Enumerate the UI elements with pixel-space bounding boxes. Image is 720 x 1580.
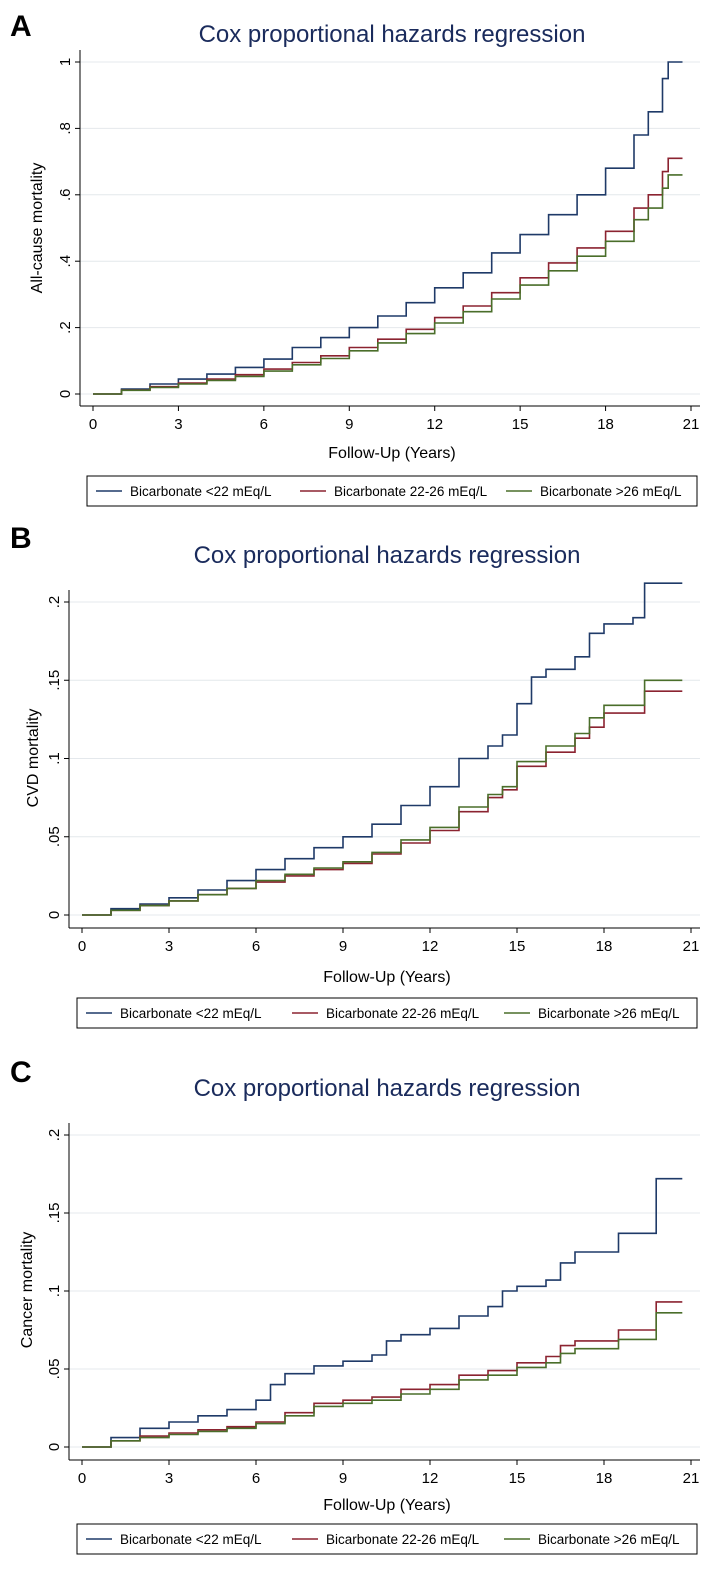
y-tick-label: .05	[46, 1359, 63, 1380]
x-tick-label: 9	[345, 416, 353, 433]
legend-label-lt22: Bicarbonate <22 mEq/L	[120, 1532, 262, 1547]
legend-label-gt26: Bicarbonate >26 mEq/L	[540, 484, 682, 499]
x-tick-label: 3	[165, 1470, 173, 1487]
y-tick-label: .1	[46, 1285, 63, 1298]
y-tick-label: .4	[57, 255, 74, 268]
chart-title: Cox proportional hazards regression	[194, 542, 581, 569]
x-tick-label: 6	[252, 1470, 260, 1487]
x-tick-label: 21	[683, 1470, 700, 1487]
series-line-mid	[82, 690, 683, 916]
x-tick-label: 0	[78, 938, 86, 955]
y-tick-label: 0	[46, 1443, 63, 1451]
y-tick-label: .05	[46, 826, 63, 847]
panel-a: A Cox proportional hazards regression Al…	[10, 10, 700, 507]
series-line-lt22	[93, 61, 683, 395]
y-tick-label: .8	[57, 122, 74, 135]
x-tick-label: 12	[426, 416, 443, 433]
x-tick-label: 9	[339, 1470, 347, 1487]
series-line-mid	[82, 1301, 683, 1448]
x-tick-label: 0	[78, 1470, 86, 1487]
x-tick-label: 18	[596, 938, 613, 955]
series-line-gt26	[82, 679, 683, 916]
legend-box	[86, 475, 698, 507]
legend-label-mid: Bicarbonate 22-26 mEq/L	[326, 1532, 480, 1547]
legend-label-lt22: Bicarbonate <22 mEq/L	[130, 484, 272, 499]
x-axis-label: Follow-Up (Years)	[323, 969, 450, 986]
x-tick-label: 0	[89, 416, 97, 433]
x-tick-label: 6	[260, 416, 268, 433]
legend-label-lt22: Bicarbonate <22 mEq/L	[120, 1006, 262, 1021]
y-tick-label: 0	[57, 390, 74, 398]
y-axis-label: CVD mortality	[25, 709, 42, 808]
x-tick-label: 18	[596, 1470, 613, 1487]
x-tick-label: 12	[422, 1470, 439, 1487]
x-tick-label: 18	[597, 416, 614, 433]
x-tick-label: 3	[174, 416, 182, 433]
y-axis-label: All-cause mortality	[29, 163, 46, 294]
y-tick-label: 0	[46, 911, 63, 919]
series-line-lt22	[82, 582, 683, 916]
x-tick-label: 3	[165, 938, 173, 955]
chart-title: Cox proportional hazards regression	[194, 1075, 581, 1102]
x-tick-label: 21	[683, 938, 700, 955]
x-tick-label: 15	[509, 938, 526, 955]
legend-label-mid: Bicarbonate 22-26 mEq/L	[334, 484, 488, 499]
legend-label-gt26: Bicarbonate >26 mEq/L	[538, 1006, 680, 1021]
panel-letter: C	[10, 1056, 32, 1089]
panel-c: C Cox proportional hazards regression Ca…	[10, 1056, 700, 1555]
x-tick-label: 21	[683, 416, 700, 433]
panel-letter: A	[10, 10, 32, 43]
legend-label-mid: Bicarbonate 22-26 mEq/L	[326, 1006, 480, 1021]
chart-title: Cox proportional hazards regression	[199, 21, 586, 48]
series-line-gt26	[82, 1312, 683, 1448]
x-tick-label: 9	[339, 938, 347, 955]
legend: Bicarbonate <22 mEq/L Bicarbonate 22-26 …	[86, 475, 698, 507]
y-tick-label: .15	[46, 670, 63, 691]
legend-box	[76, 1523, 698, 1555]
y-tick-label: .2	[46, 1129, 63, 1142]
y-axis-label: Cancer mortality	[19, 1232, 36, 1348]
legend-box	[76, 997, 698, 1029]
series-line-mid	[93, 157, 683, 395]
y-tick-label: 1	[57, 58, 74, 66]
legend: Bicarbonate <22 mEq/L Bicarbonate 22-26 …	[76, 1523, 698, 1555]
x-axis-label: Follow-Up (Years)	[328, 445, 455, 462]
x-tick-label: 6	[252, 938, 260, 955]
series-line-gt26	[93, 174, 683, 395]
y-tick-label: .2	[57, 321, 74, 334]
x-axis-label: Follow-Up (Years)	[323, 1497, 450, 1514]
y-tick-label: .2	[46, 596, 63, 609]
legend-label-gt26: Bicarbonate >26 mEq/L	[538, 1532, 680, 1547]
y-tick-label: .6	[57, 189, 74, 202]
panel-b: B Cox proportional hazards regression CV…	[10, 522, 700, 1029]
x-tick-label: 12	[422, 938, 439, 955]
x-tick-label: 15	[509, 1470, 526, 1487]
panel-letter: B	[10, 522, 32, 555]
legend: Bicarbonate <22 mEq/L Bicarbonate 22-26 …	[76, 997, 698, 1029]
y-tick-label: .1	[46, 752, 63, 765]
y-tick-label: .15	[46, 1203, 63, 1224]
series-line-lt22	[82, 1177, 683, 1448]
x-tick-label: 15	[512, 416, 529, 433]
